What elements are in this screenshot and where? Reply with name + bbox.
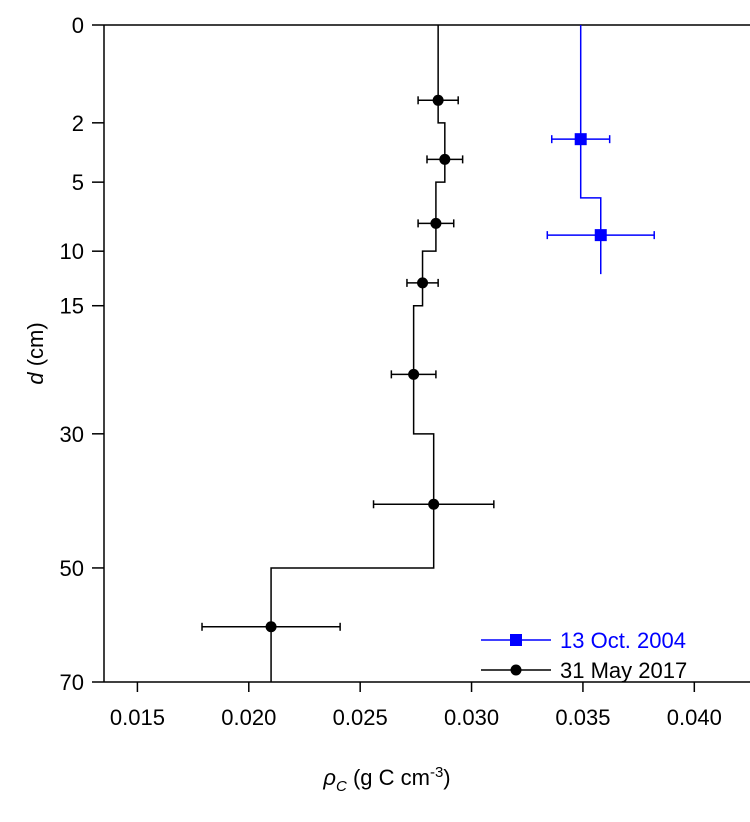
axes: 0.015 0.020 0.025 0.030 0.035 0.040 0 2 5 10 15 30 5…	[23, 13, 750, 795]
data-point	[430, 217, 442, 229]
data-point	[428, 498, 440, 510]
legend-item: 31 May 2017	[481, 658, 687, 683]
data-point	[432, 94, 444, 106]
legend-item: 13 Oct. 2004	[481, 628, 686, 653]
x-tick-label: 0.020	[221, 705, 276, 730]
y-tick-label: 2	[72, 111, 84, 136]
data-point	[408, 368, 420, 380]
data-point	[265, 621, 277, 633]
legend-label: 13 Oct. 2004	[560, 628, 686, 653]
x-tick-label: 0.040	[667, 705, 722, 730]
legend-label: 31 May 2017	[560, 658, 687, 683]
y-tick-label: 5	[72, 170, 84, 195]
y-tick-label: 0	[72, 13, 84, 38]
series-layer	[201, 25, 655, 682]
y-tick-label: 30	[60, 422, 84, 447]
y-axis-title: d (cm)	[23, 322, 48, 384]
y-tick-label: 70	[60, 670, 84, 695]
legend-marker	[510, 634, 522, 646]
x-tick-label: 0.030	[444, 705, 499, 730]
x-tick-label: 0.035	[555, 705, 610, 730]
x-tick-label: 0.015	[110, 705, 165, 730]
y-tick-label: 10	[60, 239, 84, 264]
y-tick-label: 15	[60, 294, 84, 319]
x-tick-label: 0.025	[333, 705, 388, 730]
data-point	[594, 229, 607, 242]
series-2017	[201, 25, 495, 682]
x-axis-title: ρC (g C cm-3)	[322, 764, 450, 795]
legend: 13 Oct. 2004 31 May 2017	[481, 628, 687, 683]
legend-marker	[510, 664, 522, 676]
data-point	[417, 277, 429, 289]
data-point	[574, 133, 587, 146]
data-point	[439, 153, 451, 165]
y-tick-label: 50	[60, 556, 84, 581]
profile-line	[270, 25, 446, 682]
series-2004	[546, 25, 655, 275]
